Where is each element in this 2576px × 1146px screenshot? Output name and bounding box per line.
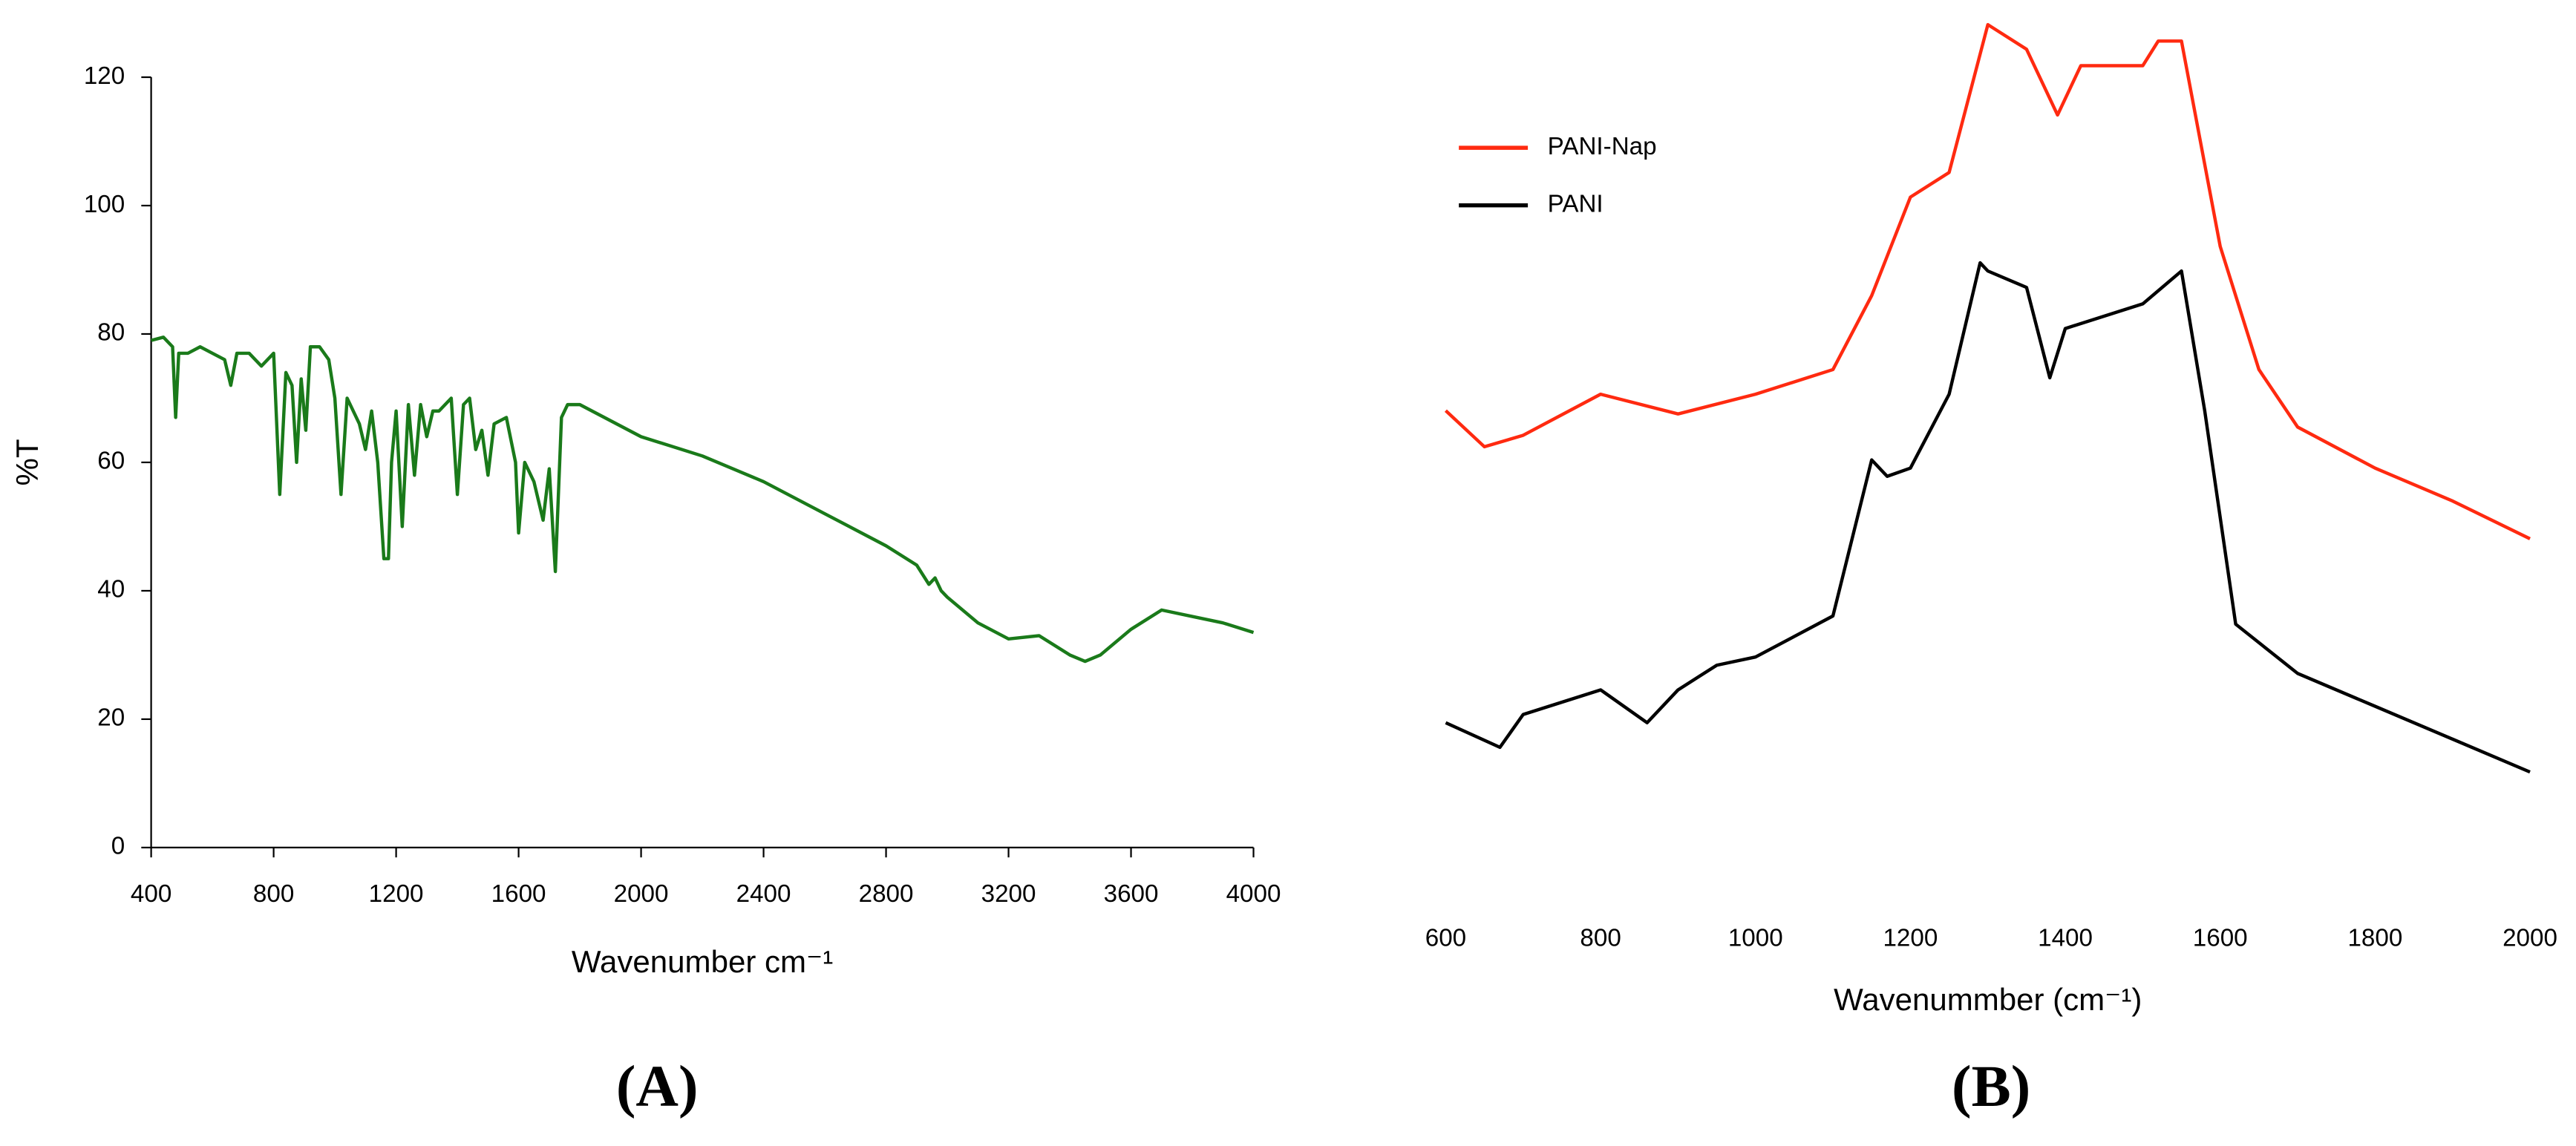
x-tick-label: 2000 <box>2503 925 2557 952</box>
x-tick-label: 400 <box>131 880 171 908</box>
panel-label: (A) <box>616 1054 699 1119</box>
x-tick-label: 800 <box>253 880 294 908</box>
data-line <box>151 335 1255 664</box>
x-tick-label: 600 <box>1425 925 1466 952</box>
x-tick-label: 4000 <box>1226 880 1281 908</box>
data-line <box>1445 261 2531 774</box>
legend-label: PANI-Nap <box>1548 133 1657 160</box>
x-tick-label: 800 <box>1580 925 1621 952</box>
y-tick-label: 60 <box>97 448 125 475</box>
y-tick-label: 100 <box>84 191 125 218</box>
data-line <box>1444 22 2531 540</box>
x-tick-label: 2400 <box>736 880 791 908</box>
x-tick-label: 1200 <box>1883 925 1938 952</box>
x-tick-label: 1400 <box>2038 925 2093 952</box>
y-tick-label: 80 <box>97 319 125 347</box>
x-tick-label: 1600 <box>491 880 546 908</box>
x-tick-label: 1200 <box>369 880 424 908</box>
y-tick-label: 0 <box>111 833 125 860</box>
y-tick-label: 40 <box>97 576 125 603</box>
x-tick-label: 2800 <box>859 880 914 908</box>
y-tick-label: 20 <box>97 704 125 732</box>
x-tick-label: 3600 <box>1104 880 1159 908</box>
x-tick-label: 2000 <box>614 880 669 908</box>
x-axis-title: Wavenumber cm⁻¹ <box>572 944 833 979</box>
x-tick-label: 1800 <box>2347 925 2402 952</box>
x-axis-title: Wavenummber (cm⁻¹) <box>1834 982 2142 1017</box>
y-axis-title: %T <box>10 439 45 485</box>
x-tick-label: 1600 <box>2193 925 2248 952</box>
x-tick-label: 3200 <box>981 880 1036 908</box>
x-tick-label: 1000 <box>1728 925 1783 952</box>
y-tick-label: 120 <box>84 62 125 90</box>
legend-label: PANI <box>1548 190 1604 217</box>
panel-label: (B) <box>1952 1054 2030 1119</box>
